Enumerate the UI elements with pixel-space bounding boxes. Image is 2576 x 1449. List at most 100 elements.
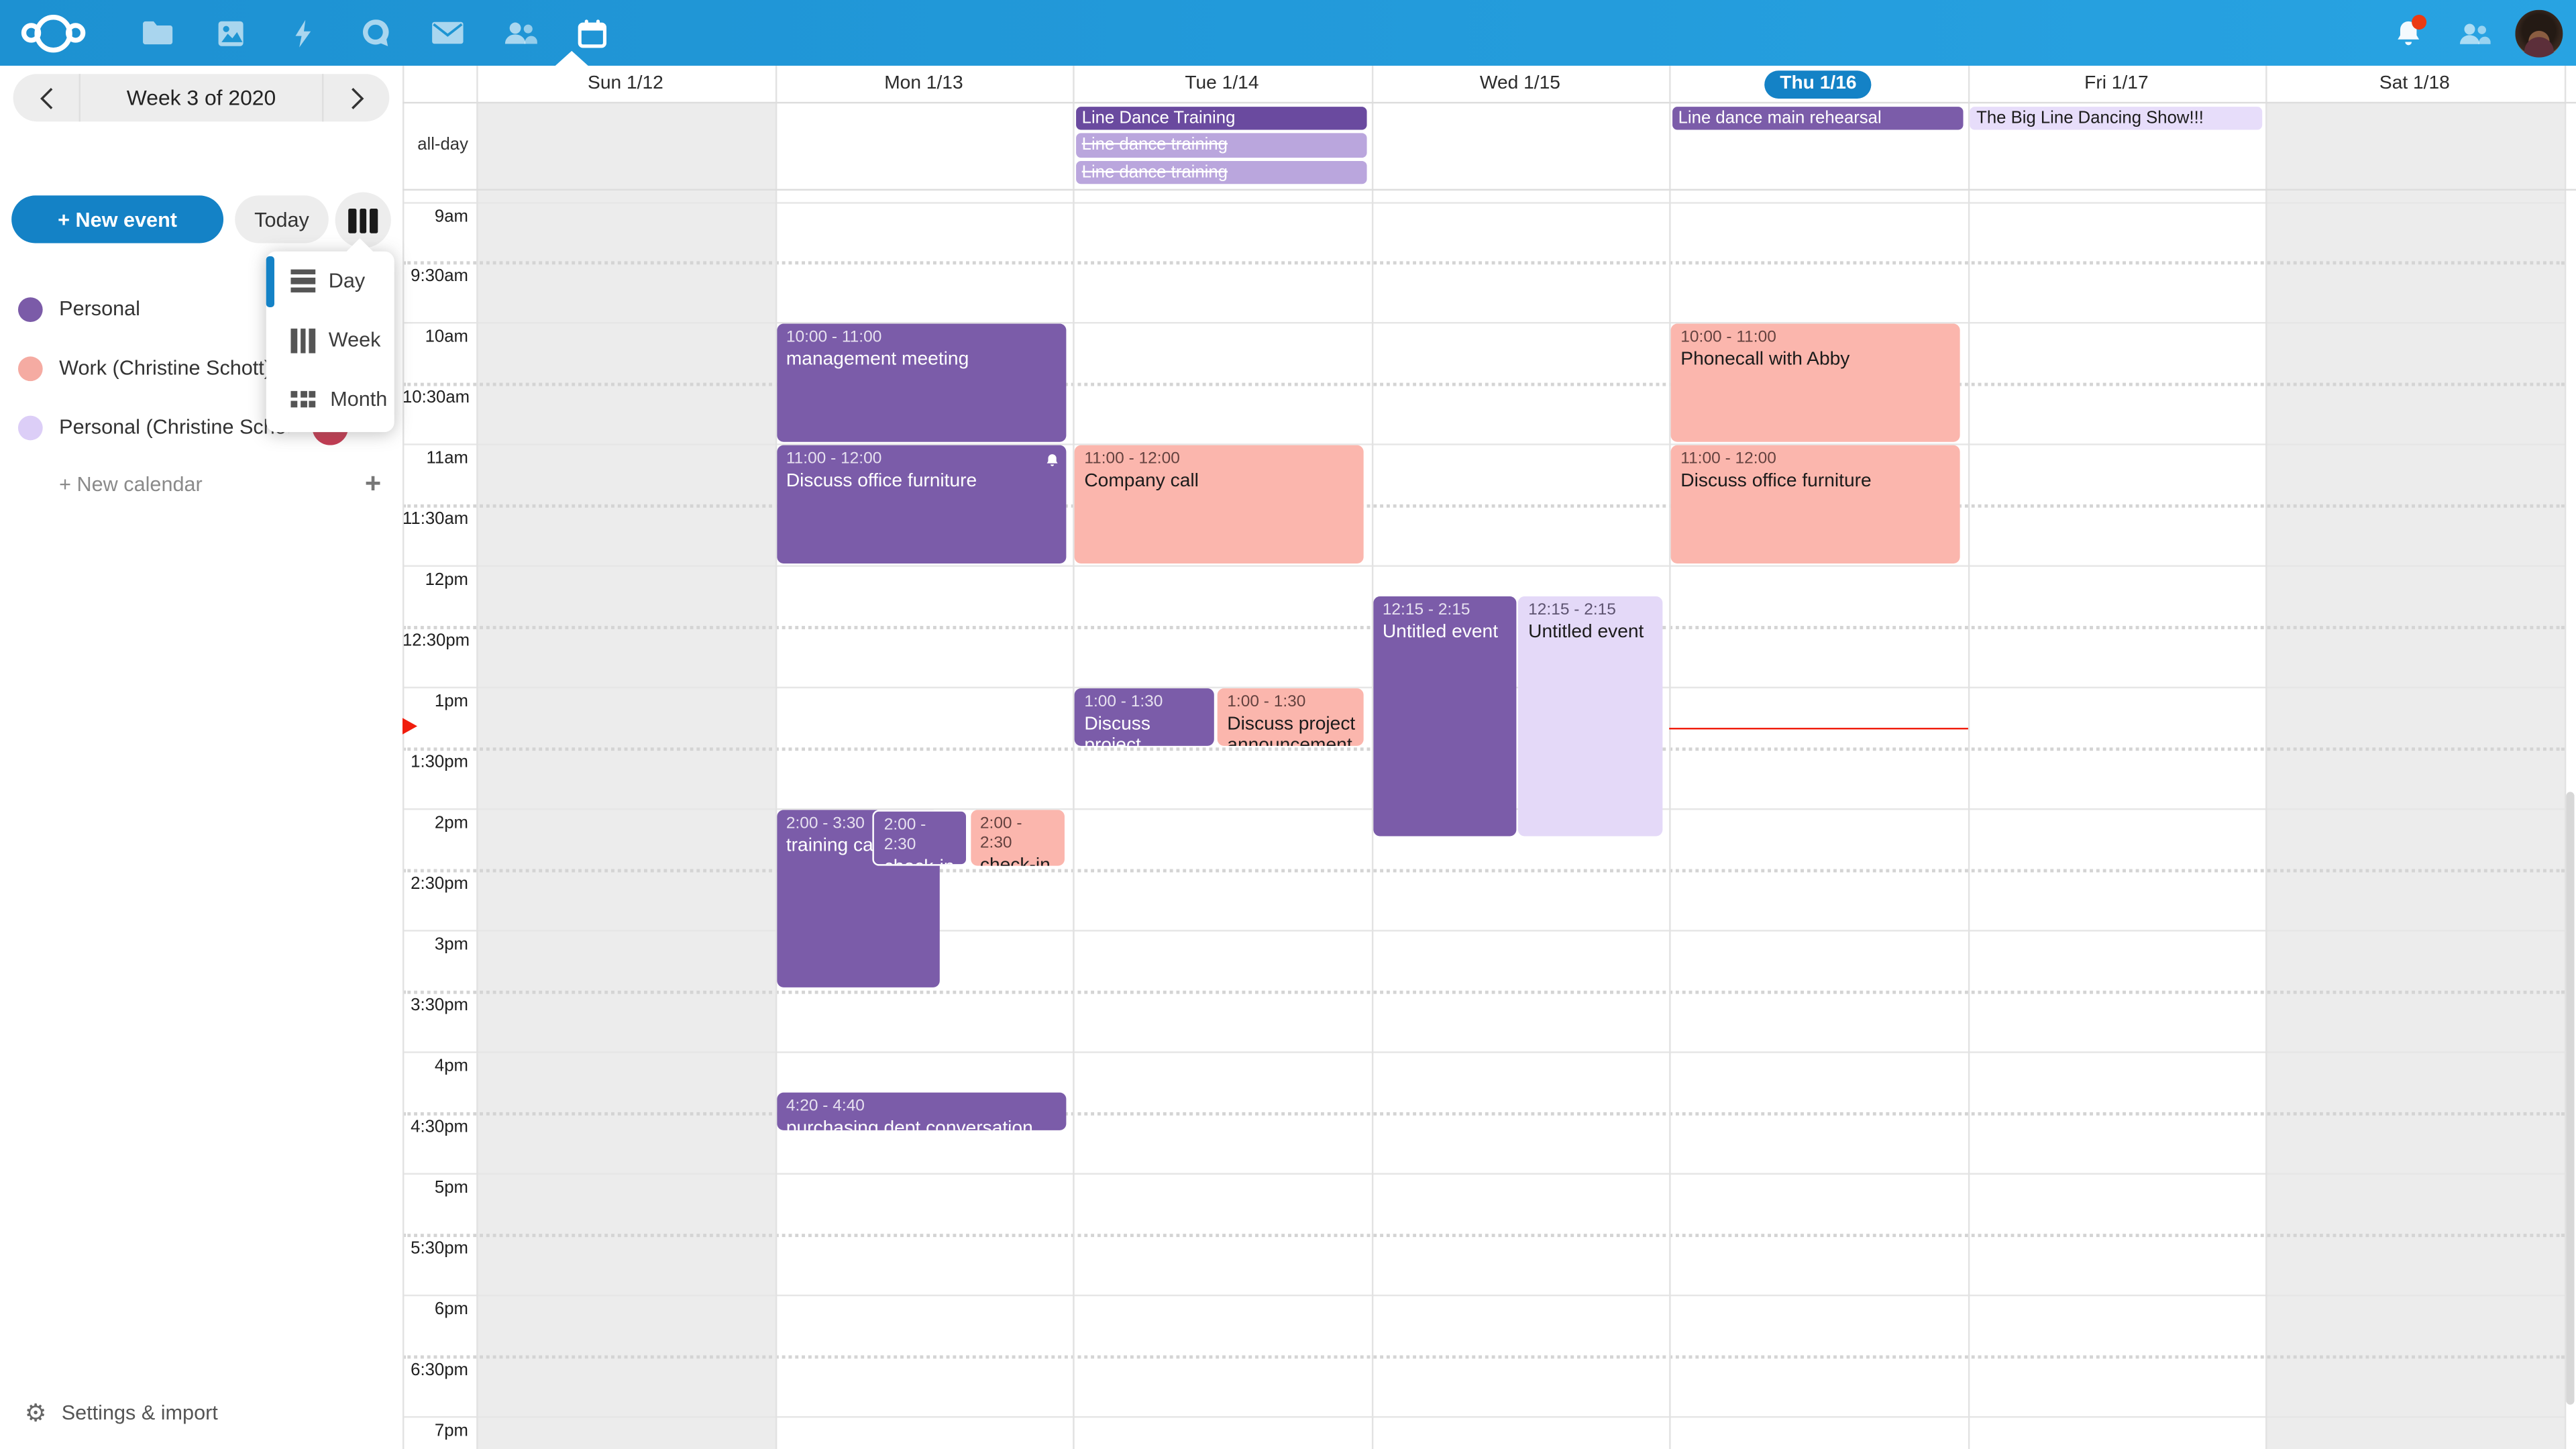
alarm-bell-icon xyxy=(1046,453,1057,466)
time-label: 12pm xyxy=(425,570,468,590)
hour-line xyxy=(402,1172,2564,1175)
calendar-list-item[interactable]: Work (Christine Schott) xyxy=(0,338,402,397)
day-header[interactable]: Fri 1/17 xyxy=(1968,66,2265,102)
event-time: 2:00 - 3:30 xyxy=(786,814,865,833)
day-header-label: Sun 1/12 xyxy=(588,74,663,94)
mail-app-button[interactable] xyxy=(411,0,483,66)
nextcloud-logo[interactable] xyxy=(21,11,97,54)
logo-circle xyxy=(65,23,86,43)
chevron-left-icon xyxy=(39,87,52,109)
new-event-button[interactable]: + New event xyxy=(11,195,224,244)
plus-icon: + xyxy=(364,468,382,500)
column-divider xyxy=(2265,65,2267,1449)
hour-line xyxy=(402,322,2564,325)
topbar-right xyxy=(2375,0,2563,66)
time-label: 2pm xyxy=(434,813,468,833)
event-title: purchasing dept conversation xyxy=(786,1118,1033,1130)
user-avatar[interactable] xyxy=(2515,9,2563,57)
view-menu-item-week[interactable]: Week xyxy=(266,311,394,370)
vertical-scrollbar[interactable] xyxy=(2566,792,2575,1405)
talk-app-button[interactable] xyxy=(338,0,411,66)
event-time: 12:15 - 2:15 xyxy=(1382,601,1470,620)
event[interactable]: 1:00 - 1:30 Discuss project announcement xyxy=(1074,688,1215,745)
day-header-label: Tue 1/14 xyxy=(1185,74,1259,94)
event-time: 2:00 - 2:30 xyxy=(883,815,926,854)
lightning-icon xyxy=(294,19,310,47)
event[interactable]: 12:15 - 2:15 Untitled event xyxy=(1373,596,1516,837)
event-title: Untitled event xyxy=(1382,623,1499,643)
event-time: 2:00 - 2:30 xyxy=(979,814,1022,852)
view-menu-item-day[interactable]: Day xyxy=(266,252,394,311)
event-title: Discuss project announcement xyxy=(1084,714,1150,745)
day-header[interactable]: Thu 1/16 xyxy=(1669,66,1967,102)
event-title: Discuss office furniture xyxy=(1680,471,1872,491)
time-label: 2:30pm xyxy=(411,873,468,894)
view-menu-item-label: Day xyxy=(328,269,366,292)
divider xyxy=(321,74,324,122)
notifications-button[interactable] xyxy=(2375,0,2441,66)
event[interactable]: 4:20 - 4:40 purchasing dept conversation xyxy=(776,1092,1066,1130)
time-label: 3pm xyxy=(434,934,468,955)
hour-line xyxy=(402,201,2564,203)
event[interactable]: 12:15 - 2:15 Untitled event xyxy=(1518,596,1662,837)
contacts-app-button[interactable] xyxy=(483,0,555,66)
calendar-icon xyxy=(577,19,606,48)
allday-event[interactable]: Line Dance Training xyxy=(1075,105,1367,130)
event[interactable]: 11:00 - 12:00 Company call xyxy=(1074,445,1364,564)
time-label: 9am xyxy=(434,206,468,226)
photos-app-button[interactable] xyxy=(194,0,266,66)
event[interactable]: 2:00 - 2:30 check-in xyxy=(970,809,1066,867)
allday-event[interactable]: The Big Line Dancing Show!!! xyxy=(1970,105,2262,130)
popover-caret xyxy=(345,238,375,254)
day-header[interactable]: Mon 1/13 xyxy=(775,66,1073,102)
chevron-right-icon xyxy=(350,87,364,109)
calendar-color-dot xyxy=(17,297,43,321)
event[interactable]: 1:00 - 1:30 Discuss project announcement xyxy=(1217,688,1364,745)
time-label: 6:30pm xyxy=(411,1359,468,1380)
new-calendar-button[interactable]: + New calendar + xyxy=(0,457,402,513)
contacts-menu-button[interactable] xyxy=(2441,0,2507,66)
day-header[interactable]: Tue 1/14 xyxy=(1073,66,1371,102)
event[interactable]: 10:00 - 11:00 Phonecall with Abby xyxy=(1670,323,1960,442)
settings-import-button[interactable]: ⚙ Settings & import xyxy=(0,1388,402,1437)
next-week-button[interactable] xyxy=(323,74,389,121)
header-divider xyxy=(402,101,2576,104)
settings-label: Settings & import xyxy=(61,1401,218,1425)
gutter-left-divider xyxy=(402,65,405,1449)
event[interactable]: 11:00 - 12:00 Discuss office furniture xyxy=(1670,445,1960,564)
week-navigation: Week 3 of 2020 xyxy=(13,74,390,122)
day-header-label: Fri 1/17 xyxy=(2084,74,2149,94)
calendar-list-item[interactable]: Personal xyxy=(0,279,402,338)
time-label: 7pm xyxy=(434,1420,468,1440)
calendar-app-button[interactable] xyxy=(555,0,628,66)
previous-week-button[interactable] xyxy=(13,74,79,121)
new-calendar-label: + New calendar xyxy=(59,473,203,496)
view-menu-item-label: Week xyxy=(328,328,381,352)
activity-app-button[interactable] xyxy=(266,0,339,66)
event[interactable]: 11:00 - 12:00 Discuss office furniture xyxy=(776,445,1066,564)
today-button[interactable]: Today xyxy=(235,195,329,244)
allday-event[interactable]: Line dance training xyxy=(1075,133,1367,157)
files-app-button[interactable] xyxy=(121,0,194,66)
event[interactable]: 2:00 - 2:30 check-in xyxy=(872,809,968,867)
half-hour-line xyxy=(402,990,2564,994)
time-label: 11:30am xyxy=(402,509,469,530)
divider xyxy=(78,74,80,122)
popover-scrollbar[interactable] xyxy=(266,256,274,307)
allday-divider xyxy=(402,189,2576,191)
notification-dot xyxy=(2412,15,2427,30)
allday-event[interactable]: Line dance training xyxy=(1075,160,1367,184)
half-hour-line xyxy=(402,504,2564,508)
weekend-shading xyxy=(2265,101,2564,1449)
day-header[interactable]: Wed 1/15 xyxy=(1371,66,1669,102)
event-time: 11:00 - 12:00 xyxy=(1680,449,1776,468)
event-time: 12:15 - 2:15 xyxy=(1528,601,1616,620)
view-menu-item-month[interactable]: Month xyxy=(266,370,394,429)
day-header[interactable]: Sat 1/18 xyxy=(2265,66,2563,102)
calendar-name: Personal (Christine Scho…) xyxy=(59,415,290,439)
event[interactable]: 10:00 - 11:00 management meeting xyxy=(776,323,1066,442)
allday-event[interactable]: Line dance main rehearsal xyxy=(1671,105,1964,130)
day-header[interactable]: Sun 1/12 xyxy=(476,66,774,102)
event-title: Company call xyxy=(1084,471,1199,491)
